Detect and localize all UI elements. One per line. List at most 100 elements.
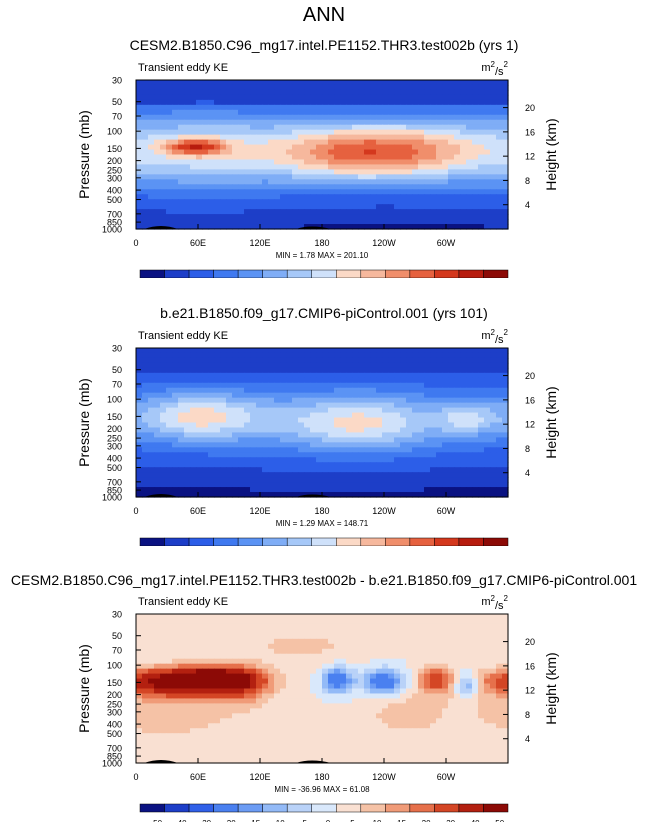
heatmap-cell (364, 658, 371, 665)
heatmap-cell (172, 412, 179, 419)
heatmap-cell (142, 362, 149, 369)
heatmap-cell (160, 397, 167, 404)
heatmap-cell (430, 154, 437, 161)
heatmap-cell (280, 362, 287, 369)
heatmap-cell (400, 412, 407, 419)
heatmap-cell (244, 184, 251, 190)
heatmap-cell (220, 633, 227, 640)
heatmap-cell (394, 638, 401, 645)
heatmap-cell (376, 94, 383, 101)
heatmap-cell (412, 169, 419, 175)
heatmap-cell (286, 189, 293, 195)
heatmap-cell (400, 392, 407, 399)
heatmap-cell (376, 467, 383, 473)
heatmap-cell (136, 189, 143, 195)
heatmap-cell (172, 109, 179, 116)
heatmap-cell (166, 397, 173, 404)
heatmap-cell (346, 99, 353, 106)
heatmap-cell (454, 129, 461, 136)
heatmap-cell (166, 638, 173, 645)
heatmap-cell (202, 422, 209, 429)
heatmap-cell (400, 427, 407, 434)
heatmap-cell (184, 372, 191, 379)
heatmap-cell (148, 84, 155, 91)
heatmap-cell (184, 159, 191, 166)
heatmap-cell (154, 154, 161, 161)
heatmap-cell (280, 402, 287, 409)
heatmap-cell (418, 422, 425, 429)
heatmap-cell (280, 633, 287, 640)
units-part: /s (495, 66, 504, 78)
heatmap-cell (454, 643, 461, 650)
heatmap-cell (286, 472, 293, 478)
heatmap-cell (310, 392, 317, 399)
heatmap-cell (424, 432, 431, 438)
heatmap-cell (262, 367, 269, 374)
heatmap-cell (286, 487, 293, 493)
heatmap-cell (136, 387, 143, 394)
heatmap-cell (316, 648, 323, 655)
heatmap-cell (142, 447, 149, 453)
heatmap-cell (208, 80, 215, 86)
heatmap-cell (304, 129, 311, 136)
heatmap-cell (316, 442, 323, 448)
heatmap-cell (166, 199, 173, 205)
heatmap-cell (154, 653, 161, 660)
heatmap-cell (328, 698, 335, 704)
heatmap-cell (346, 397, 353, 404)
heatmap-cell (232, 402, 239, 409)
heatmap-cell (214, 422, 221, 429)
heatmap-cell (490, 618, 497, 625)
heatmap-cell (448, 628, 455, 635)
heatmap-cell (208, 668, 215, 675)
heatmap-cell (202, 377, 209, 384)
heatmap-cell (286, 129, 293, 136)
heatmap-cell (178, 402, 185, 409)
colorbar-box (213, 537, 239, 546)
heatmap-cell (202, 204, 209, 210)
heatmap-cell (232, 492, 239, 498)
heatmap-cell (490, 397, 497, 404)
heatmap-cell (298, 84, 305, 91)
heatmap-cell (202, 437, 209, 443)
heatmap-cell (334, 392, 341, 399)
heatmap-cell (262, 387, 269, 394)
heatmap-cell (430, 189, 437, 195)
heatmap-cell (232, 472, 239, 478)
heatmap-cell (454, 134, 461, 141)
heatmap-cell (268, 94, 275, 101)
heatmap-cell (406, 154, 413, 161)
heatmap-cell (304, 134, 311, 141)
heatmap-cell (424, 149, 431, 156)
heatmap-cell (400, 124, 407, 131)
heatmap-cell (196, 614, 203, 620)
heatmap-cell (406, 159, 413, 166)
heatmap-cell (172, 204, 179, 210)
heatmap-cell (310, 638, 317, 645)
heatmap-cell (448, 452, 455, 458)
heatmap-cell (136, 432, 143, 438)
heatmap-cell (196, 688, 203, 695)
heatmap-cell (490, 614, 497, 620)
heatmap-cell (376, 348, 383, 354)
heatmap-cell (154, 628, 161, 635)
heatmap-cell (454, 633, 461, 640)
colorbar-box (434, 269, 460, 278)
heatmap-cell (202, 209, 209, 215)
heatmap-cell (298, 219, 305, 225)
heatmap-cell (256, 427, 263, 434)
heatmap-cell (190, 442, 197, 448)
heatmap-cell (448, 407, 455, 414)
heatmap-cell (346, 683, 353, 690)
heatmap-cell (400, 164, 407, 170)
heatmap-cell (274, 407, 281, 414)
heatmap-cell (238, 457, 245, 463)
heatmap-cell (424, 89, 431, 96)
heatmap-cell (148, 402, 155, 409)
heatmap-cell (436, 129, 443, 136)
heatmap-cell (454, 99, 461, 106)
heatmap-cell (430, 357, 437, 364)
heatmap-cell (502, 472, 509, 478)
heatmap-cell (226, 99, 233, 106)
heatmap-cell (316, 452, 323, 458)
